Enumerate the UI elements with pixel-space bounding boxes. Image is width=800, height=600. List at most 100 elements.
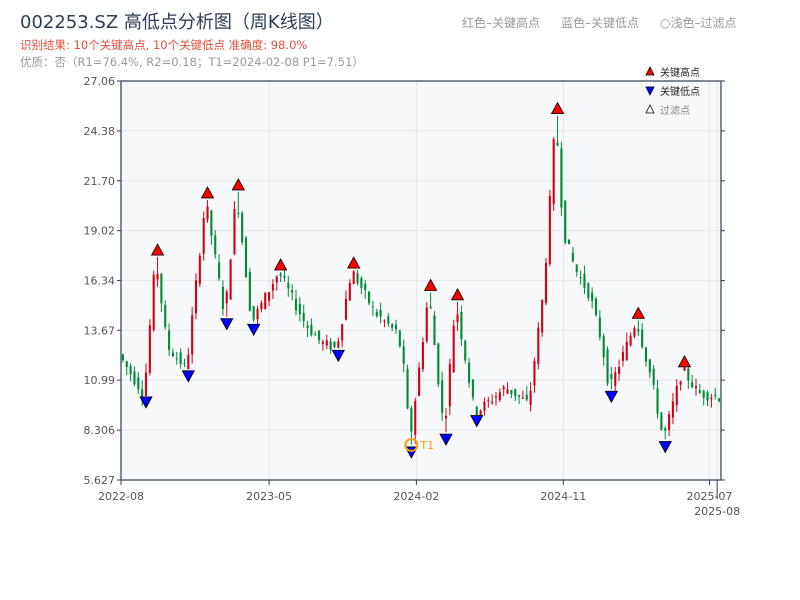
t1-circle: [404, 437, 419, 452]
candle-body: [233, 209, 236, 254]
candle-body: [706, 392, 709, 401]
candle-body: [452, 325, 455, 373]
candle-body: [279, 273, 282, 276]
t1-label: T1: [419, 439, 434, 452]
candle-body: [629, 335, 632, 346]
candle-body: [375, 311, 378, 317]
candle-body: [175, 358, 178, 360]
candle-body: [406, 368, 409, 409]
candle-body: [448, 364, 451, 407]
candle-body: [198, 255, 201, 284]
candle-body: [394, 324, 398, 330]
candle-body: [298, 303, 301, 315]
y-tick-label: 16.34: [84, 275, 116, 288]
candle-body: [133, 371, 136, 385]
key-low-marker: [604, 390, 619, 404]
quality-line: 优质：否（R1=76.4%, R2=0.18；T1=2024-02-08 P1=…: [20, 55, 364, 69]
candle-body: [202, 218, 205, 254]
legend-blue-text: 蓝色–关键低点: [561, 16, 640, 30]
key-low-marker: [139, 396, 153, 409]
candle-body: [594, 298, 598, 316]
candle-body: [456, 314, 459, 323]
candle-body: [648, 359, 651, 373]
candle-body: [537, 327, 540, 364]
x-tick-label: 2025-07: [686, 490, 732, 503]
candle-body: [618, 366, 621, 374]
candle-body: [410, 408, 413, 432]
candle-body: [625, 341, 628, 360]
candle-body: [260, 302, 263, 310]
candle-body: [306, 325, 309, 328]
candle-body: [206, 206, 209, 220]
candle-body: [191, 315, 194, 355]
candle-body: [644, 347, 648, 362]
candle-body: [475, 406, 478, 416]
candle-body: [641, 329, 644, 348]
candle-body: [514, 389, 517, 397]
candle-body: [468, 362, 471, 383]
candle-body: [333, 341, 336, 347]
candle-body: [564, 200, 567, 243]
candle-body: [679, 381, 682, 385]
candle-body: [356, 273, 359, 284]
candle-body: [441, 380, 444, 413]
legend-light-text: ○浅色–过滤点: [660, 16, 737, 30]
candle-body: [291, 290, 294, 293]
candle-body: [433, 315, 436, 345]
legend-low-label: 关键低点: [660, 85, 700, 98]
candle-body: [710, 397, 713, 400]
candle-body: [221, 286, 224, 309]
candle-body: [237, 212, 240, 214]
candle-body: [337, 341, 340, 348]
candle-body: [529, 390, 532, 405]
candle-body: [583, 273, 586, 288]
candle-body: [691, 382, 694, 388]
candle-body: [402, 346, 405, 364]
candle-body: [548, 195, 551, 264]
legend-high-icon: [645, 66, 655, 76]
candle-body: [591, 292, 594, 302]
key-high-marker: [150, 243, 165, 256]
candle-body: [460, 311, 463, 340]
candle-body: [218, 262, 221, 279]
candle-body: [652, 368, 655, 385]
candle-body: [702, 390, 705, 398]
candle-body: [148, 325, 151, 373]
candle-body: [329, 341, 332, 350]
candle-body: [494, 396, 498, 398]
candle-body: [398, 330, 401, 347]
candle-body: [144, 372, 148, 397]
candle-body: [271, 284, 274, 291]
candle-body: [421, 342, 424, 370]
y-tick-label: 8.306: [84, 424, 116, 437]
candle-body: [225, 291, 228, 304]
candle-body: [429, 306, 432, 309]
candle-body: [660, 412, 663, 430]
candle-body: [244, 237, 248, 278]
key-low-marker: [220, 318, 234, 331]
y-tick-label: 5.627: [84, 474, 116, 487]
legend-low-icon: [645, 86, 655, 96]
result-line: 识别结果: 10个关键高点, 10个关键低点 准确度: 98.0%: [20, 38, 308, 52]
candle-body: [518, 395, 521, 397]
candle-body: [698, 390, 701, 393]
candle-body: [364, 283, 367, 291]
candle-body: [160, 273, 163, 304]
candle-body: [168, 330, 171, 350]
candle-body: [510, 389, 513, 395]
candle-body: [479, 410, 482, 417]
candle-body: [352, 271, 355, 285]
candle-body: [348, 283, 351, 301]
y-tick-label: 24.38: [84, 125, 116, 138]
candle-body: [568, 239, 571, 245]
y-tick-label: 10.99: [84, 374, 116, 387]
x-tick-label: 2025-08: [694, 505, 740, 518]
candle-body: [283, 276, 286, 278]
candle-body: [606, 349, 609, 384]
y-tick-label: 19.02: [84, 225, 116, 238]
x-tick-label: 2024-11: [540, 490, 586, 503]
legend-red-text: 红色–关键高点: [462, 16, 541, 30]
candle-body: [321, 341, 324, 344]
x-tick-label: 2023-05: [246, 490, 292, 503]
